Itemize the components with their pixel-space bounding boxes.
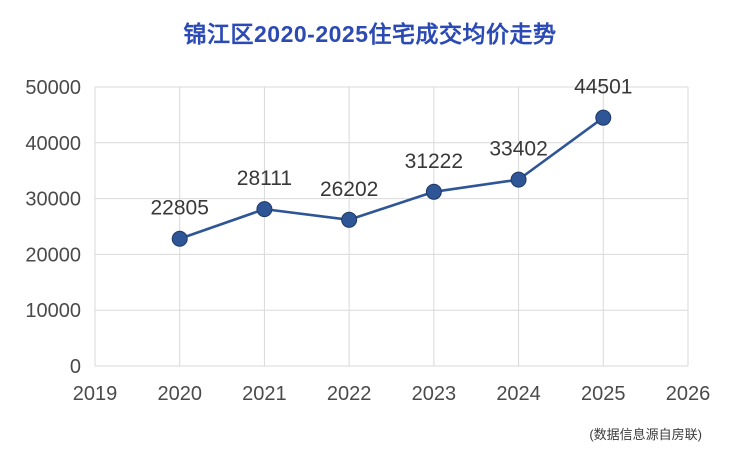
x-axis-tick-label: 2021: [242, 383, 287, 405]
y-axis-tick-label: 50000: [25, 77, 81, 99]
data-point-label-2024: 33402: [489, 138, 547, 161]
data-point-marker-2023: [425, 183, 442, 200]
y-axis-tick-label: 0: [70, 356, 81, 378]
x-axis-tick-label: 2023: [412, 383, 457, 405]
data-point-label-2020: 22805: [151, 197, 209, 220]
price-trend-line: [178, 116, 605, 241]
x-axis-tick-label: 2019: [73, 383, 118, 405]
data-point-marker-2020: [171, 230, 188, 247]
x-axis-tick-label: 2024: [496, 383, 541, 405]
y-axis-tick-label: 10000: [25, 300, 81, 322]
data-point-label-2025: 44501: [574, 76, 632, 99]
y-axis-tick-label: 40000: [25, 133, 81, 155]
data-point-label-2022: 26202: [320, 178, 378, 201]
chart-title: 锦江区2020-2025住宅成交均价走势: [183, 21, 557, 47]
source-note: (数据信息源自房联): [589, 427, 702, 442]
x-axis-tick-label: 2022: [327, 383, 372, 405]
x-axis-tick-label: 2020: [157, 383, 202, 405]
data-point-marker-2025: [595, 109, 612, 126]
line-chart: 0 10000 20000 30000 40000 50000 2019 2020 2021 20…: [25, 76, 711, 405]
y-axis-tick-label: 30000: [25, 189, 81, 211]
x-axis-tick-label: 2025: [581, 383, 626, 405]
data-point-label-2023: 31222: [405, 150, 463, 173]
data-point-marker-2024: [510, 171, 527, 188]
data-point-marker-2022: [341, 211, 358, 228]
data-point-label-2021: 28111: [237, 167, 292, 190]
data-point-marker-2021: [256, 201, 273, 218]
x-axis-tick-label: 2026: [666, 383, 711, 405]
y-axis-tick-label: 20000: [25, 244, 81, 266]
